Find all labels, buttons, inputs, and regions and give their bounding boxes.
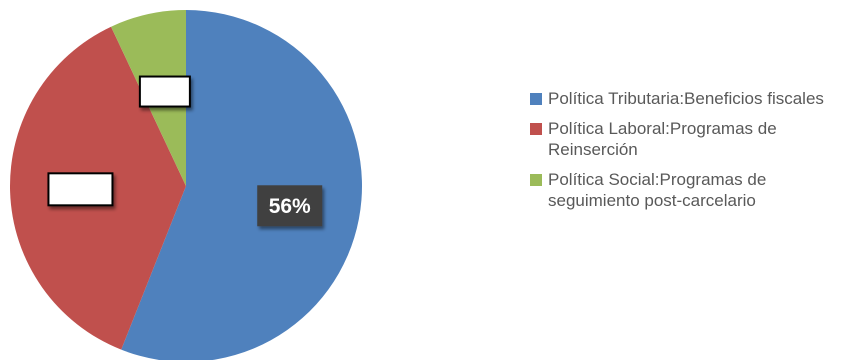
data-label bbox=[138, 75, 191, 108]
legend-swatch bbox=[530, 93, 542, 105]
legend-item: Política Tributaria:Beneficios fiscales bbox=[530, 88, 840, 109]
data-label-text: 56% bbox=[269, 195, 311, 218]
chart-legend: Política Tributaria:Beneficios fiscales … bbox=[530, 88, 840, 220]
legend-label: Política Laboral:Programas de Reinserció… bbox=[548, 119, 777, 159]
data-label: 56% bbox=[257, 185, 323, 227]
legend-swatch bbox=[530, 123, 542, 135]
data-label bbox=[47, 172, 114, 207]
data-label-box bbox=[47, 172, 114, 207]
legend-item: Política Social:Programas de seguimiento… bbox=[530, 169, 840, 211]
pie-slice bbox=[121, 10, 362, 360]
data-label-box bbox=[138, 75, 191, 108]
legend-label: Política Tributaria:Beneficios fiscales bbox=[548, 89, 824, 108]
legend-swatch bbox=[530, 174, 542, 186]
legend-item: Política Laboral:Programas de Reinserció… bbox=[530, 118, 840, 160]
data-label-box bbox=[257, 185, 323, 227]
legend-label: Política Social:Programas de seguimiento… bbox=[548, 170, 767, 210]
